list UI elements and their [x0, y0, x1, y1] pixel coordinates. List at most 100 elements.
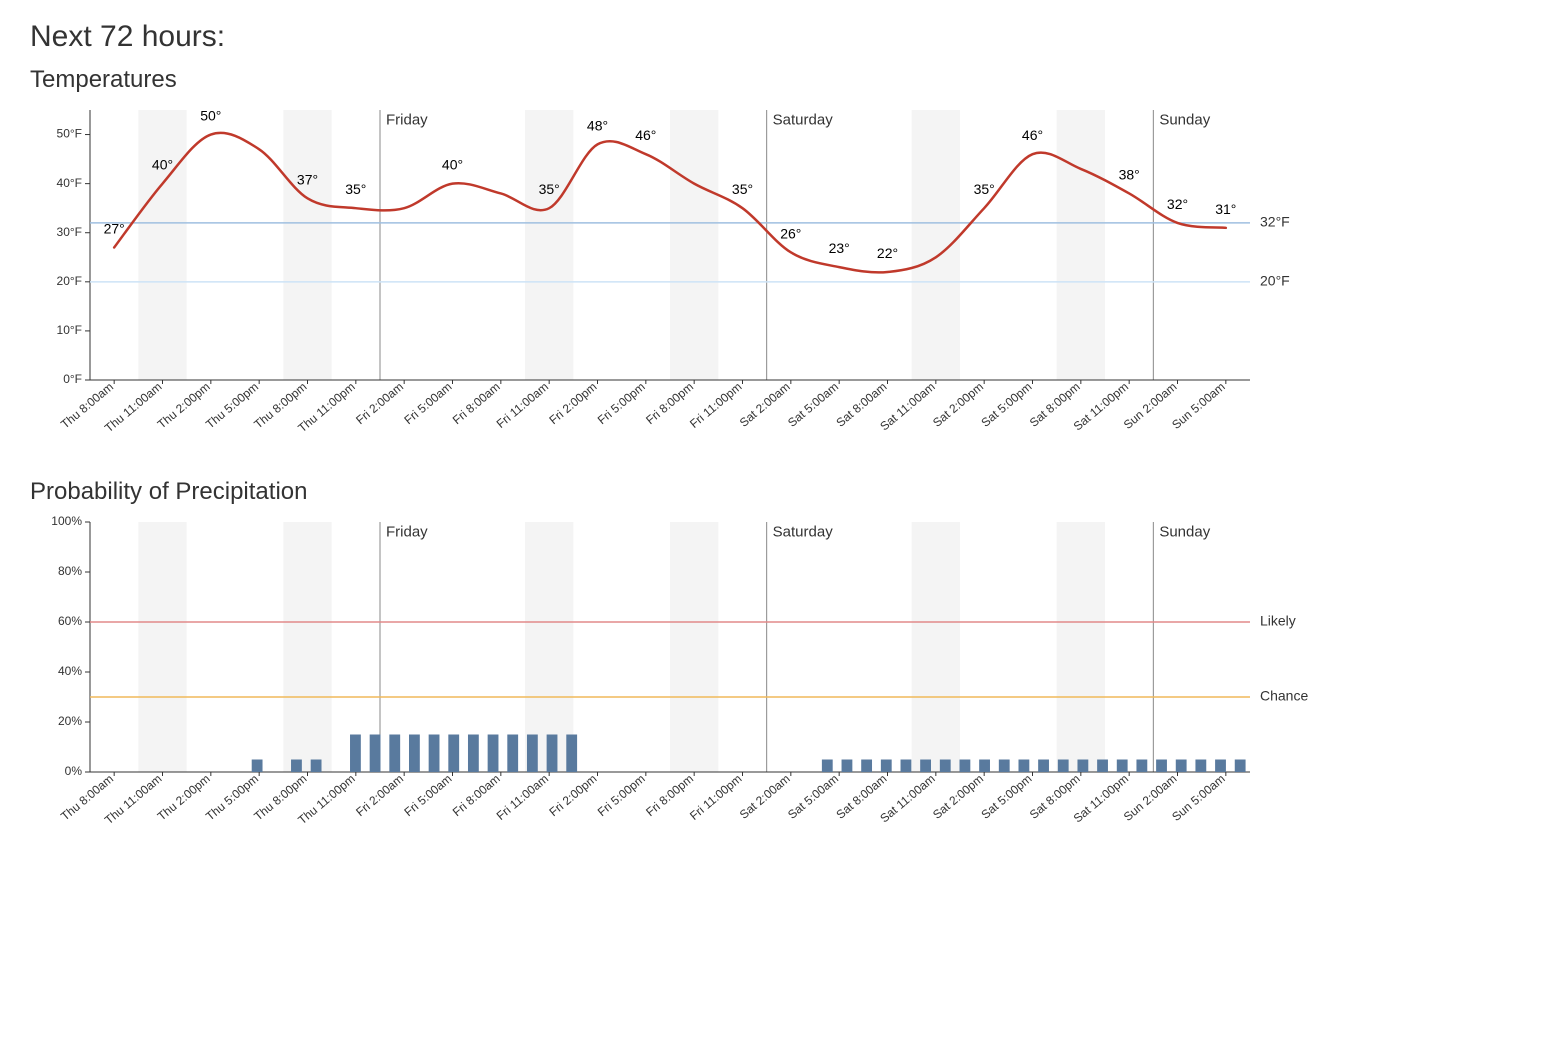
precip-bar: [311, 760, 322, 773]
x-tick-label: Sat 2:00am: [737, 772, 793, 822]
x-tick-label: Thu 2:00pm: [155, 772, 213, 824]
precip-bar: [409, 735, 420, 773]
x-tick-label: Fri 2:00am: [353, 380, 406, 428]
x-tick-label: Sun 5:00am: [1169, 380, 1228, 432]
x-tick-label: Fri 5:00pm: [595, 380, 648, 428]
temp-point-label: 22°: [877, 245, 898, 261]
precipitation-chart-title: Probability of Precipitation: [30, 478, 1520, 506]
precip-bar: [370, 735, 381, 773]
reference-label: Likely: [1260, 613, 1296, 629]
y-tick-label: 60%: [58, 614, 82, 628]
precip-bar: [920, 760, 931, 773]
precip-bar: [1195, 760, 1206, 773]
x-tick-label: Sat 5:00am: [785, 772, 841, 822]
x-tick-label: Fri 5:00am: [401, 772, 454, 820]
shaded-band: [283, 110, 331, 380]
temp-point-label: 40°: [152, 157, 173, 173]
reference-label: Chance: [1260, 688, 1308, 704]
temp-point-label: 50°: [200, 108, 221, 124]
precip-bar: [468, 735, 479, 773]
precip-bar: [861, 760, 872, 773]
reference-label: 32°F: [1260, 214, 1290, 230]
precip-bar: [1235, 760, 1246, 773]
x-tick-label: Thu 2:00pm: [155, 380, 213, 432]
day-label: Friday: [386, 523, 428, 540]
precip-bar: [448, 735, 459, 773]
precip-bar: [960, 760, 971, 773]
precip-bar: [881, 760, 892, 773]
temp-point-label: 35°: [732, 181, 753, 197]
temp-point-label: 46°: [635, 127, 656, 143]
shaded-band: [525, 110, 573, 380]
x-tick-label: Fri 11:00am: [494, 772, 551, 823]
precip-bar: [999, 760, 1010, 773]
precip-bar: [429, 735, 440, 773]
precip-bar: [1176, 760, 1187, 773]
x-tick-label: Sat 5:00am: [785, 380, 841, 430]
shaded-band: [670, 522, 718, 772]
precip-bar: [1156, 760, 1167, 773]
shaded-band: [1057, 522, 1105, 772]
precip-bar: [1097, 760, 1108, 773]
y-tick-label: 30°F: [57, 225, 82, 239]
precip-bar: [1077, 760, 1088, 773]
x-tick-label: Sat 2:00pm: [930, 380, 986, 430]
shaded-band: [1057, 110, 1105, 380]
precip-bar: [1117, 760, 1128, 773]
temp-point-label: 26°: [780, 225, 801, 241]
shaded-band: [912, 110, 960, 380]
x-tick-label: Fri 5:00pm: [595, 772, 648, 820]
temp-point-label: 23°: [829, 240, 850, 256]
x-tick-label: Fri 5:00am: [401, 380, 454, 428]
precip-bar: [1215, 760, 1226, 773]
temp-point-label: 31°: [1215, 201, 1236, 217]
temperature-chart: FridaySaturdaySundayThu 8:00amThu 11:00a…: [30, 100, 1520, 470]
precip-bar: [1018, 760, 1029, 773]
precip-bar: [1058, 760, 1069, 773]
precipitation-chart: FridaySaturdaySundayThu 8:00amThu 11:00a…: [30, 512, 1520, 862]
temp-point-label: 48°: [587, 117, 608, 133]
y-tick-label: 40°F: [57, 176, 82, 190]
day-label: Friday: [386, 111, 428, 128]
day-label: Sunday: [1159, 523, 1210, 540]
shaded-band: [670, 110, 718, 380]
precip-bar: [488, 735, 499, 773]
precip-bar: [547, 735, 558, 773]
shaded-band: [283, 522, 331, 772]
y-tick-label: 100%: [51, 514, 82, 528]
temp-point-label: 46°: [1022, 127, 1043, 143]
precip-bar: [350, 735, 361, 773]
precip-bar: [1136, 760, 1147, 773]
y-tick-label: 10°F: [57, 323, 82, 337]
day-label: Saturday: [773, 523, 834, 540]
precip-bar: [1038, 760, 1049, 773]
x-tick-label: Thu 5:00pm: [203, 772, 261, 824]
shaded-band: [912, 522, 960, 772]
y-tick-label: 40%: [58, 664, 82, 678]
precip-bar: [252, 760, 263, 773]
page-title: Next 72 hours:: [30, 20, 1520, 54]
y-tick-label: 50°F: [57, 127, 82, 141]
precip-bar: [979, 760, 990, 773]
precip-bar: [940, 760, 951, 773]
temp-point-label: 35°: [539, 181, 560, 197]
y-tick-label: 0%: [65, 764, 83, 778]
precip-bar: [842, 760, 853, 773]
temp-point-label: 27°: [104, 220, 125, 236]
x-tick-label: Fri 11:00pm: [687, 380, 744, 431]
temp-point-label: 32°: [1167, 196, 1188, 212]
y-tick-label: 0°F: [63, 372, 82, 386]
y-tick-label: 20%: [58, 714, 82, 728]
reference-label: 20°F: [1260, 273, 1290, 289]
precip-bar: [527, 735, 538, 773]
precip-bar: [822, 760, 833, 773]
shaded-band: [138, 110, 186, 380]
y-tick-label: 20°F: [57, 274, 82, 288]
precip-bar: [901, 760, 912, 773]
y-tick-label: 80%: [58, 564, 82, 578]
precip-bar: [389, 735, 400, 773]
day-label: Sunday: [1159, 111, 1210, 128]
x-tick-label: Fri 2:00am: [353, 772, 406, 820]
x-tick-label: Fri 11:00am: [494, 380, 551, 431]
temp-point-label: 38°: [1119, 166, 1140, 182]
